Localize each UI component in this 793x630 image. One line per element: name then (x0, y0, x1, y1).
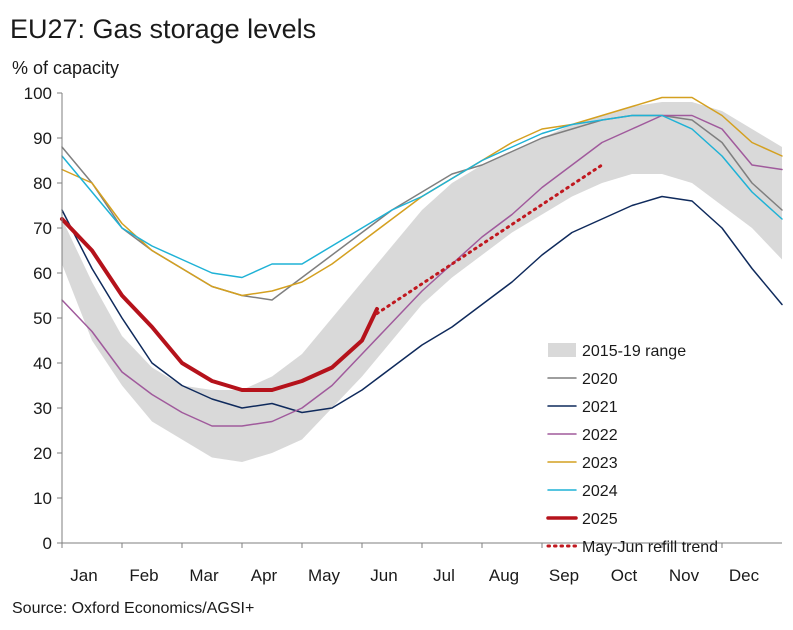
x-tick-label: Jul (433, 566, 455, 585)
x-tick-label: May (308, 566, 341, 585)
y-tick-label: 90 (33, 129, 52, 148)
x-tick-label: Feb (129, 566, 158, 585)
y-tick-label: 10 (33, 489, 52, 508)
x-tick-label: Aug (489, 566, 519, 585)
x-tick-label: Dec (729, 566, 760, 585)
x-tick-label: Oct (611, 566, 638, 585)
legend-label-2015-19-range: 2015-19 range (582, 343, 686, 360)
series-line-2025 (60, 217, 379, 392)
y-tick-label: 100 (24, 84, 52, 103)
legend-label-2020: 2020 (582, 371, 618, 388)
legend-label-may-jun-refill-trend: May-Jun refill trend (582, 539, 718, 556)
y-tick-label: 30 (33, 399, 52, 418)
legend: 2015-19 range 2020 2021 2022 2023 2024 2025 May… (546, 343, 718, 556)
y-tick-label: 20 (33, 444, 52, 463)
x-tick-label: Apr (251, 566, 278, 585)
x-tick-label: Jun (370, 566, 397, 585)
series-layer (60, 96, 783, 427)
y-tick-label: 70 (33, 219, 52, 238)
x-tick-label: Mar (189, 566, 219, 585)
legend-label-2022: 2022 (582, 427, 618, 444)
y-axis-unit-label: % of capacity (12, 58, 120, 78)
y-tick-label: 0 (43, 534, 52, 553)
chart-title: EU27: Gas storage levels (10, 14, 317, 44)
series-line-may-jun-refill-trend (375, 163, 604, 315)
legend-label-2024: 2024 (582, 483, 618, 500)
y-tick-label: 50 (33, 309, 52, 328)
x-tick-label: Jan (70, 566, 97, 585)
legend-label-2025: 2025 (582, 511, 618, 528)
x-tick-label: Sep (549, 566, 579, 585)
range-band-2015-19 (62, 102, 782, 462)
y-tick-label: 40 (33, 354, 52, 373)
legend-label-2021: 2021 (582, 399, 618, 416)
y-tick-label: 60 (33, 264, 52, 283)
source-note: Source: Oxford Economics/AGSI+ (12, 600, 255, 617)
x-tick-label: Nov (669, 566, 700, 585)
series-line-2021 (61, 195, 783, 414)
range-band-layer (62, 102, 782, 462)
axis-layer: 0 10 20 30 40 50 60 70 80 90 100 Jan Feb Mar Apr May Jun… (24, 84, 782, 585)
legend-label-2023: 2023 (582, 455, 618, 472)
series-line-2024 (61, 114, 783, 279)
y-tick-label: 80 (33, 174, 52, 193)
legend-swatch-2015-19-range (548, 343, 576, 357)
